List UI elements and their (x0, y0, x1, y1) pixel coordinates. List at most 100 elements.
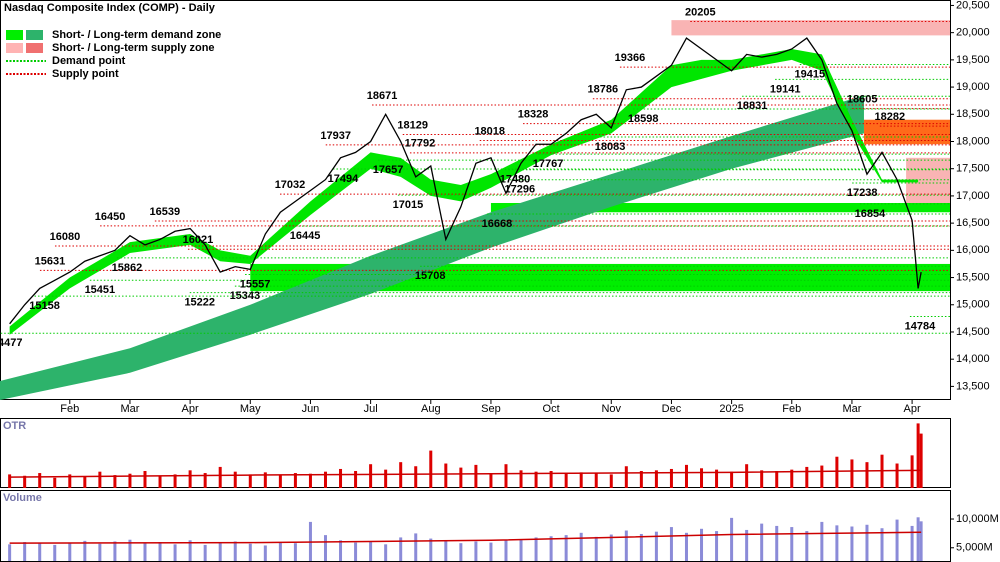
supply-label: 18671 (367, 90, 398, 102)
bar (263, 545, 267, 561)
bar (278, 542, 282, 561)
bar (248, 543, 252, 561)
bar (369, 542, 373, 561)
x-tick-label: Nov (601, 403, 621, 415)
demand-label: 17480 (500, 174, 531, 186)
demand-label: 15708 (415, 270, 446, 282)
x-tick-label: Dec (662, 403, 682, 415)
bar (188, 540, 192, 561)
bar (910, 525, 914, 561)
legend-label: Short- / Long-term demand zone (52, 29, 221, 41)
bar (308, 473, 312, 488)
demand-label: 19141 (770, 83, 801, 95)
bar (278, 475, 282, 488)
demand-label: 15557 (240, 278, 271, 290)
supply-label: 18605 (847, 93, 878, 105)
legend-label: Short- / Long-term supply zone (52, 42, 215, 54)
x-tick-label: Jul (364, 403, 378, 415)
bar (880, 528, 884, 561)
supply-label: 16450 (95, 211, 126, 223)
bar (609, 474, 613, 488)
average-line (9, 469, 922, 478)
bar (805, 466, 809, 488)
bar (895, 519, 899, 561)
x-tick-label: Mar (842, 403, 861, 415)
long-term-band (0, 95, 864, 400)
bar (916, 423, 920, 488)
bar (113, 475, 117, 488)
bar (188, 470, 192, 488)
bar (38, 543, 42, 561)
bar (639, 533, 643, 561)
x-tick-label: May (240, 403, 261, 415)
demand-label: 15451 (85, 284, 116, 296)
y-tick-label: 17,000 (956, 190, 990, 202)
supply-label: 18328 (518, 109, 549, 121)
bar (459, 543, 463, 561)
y-tick-label: 15,000 (956, 299, 990, 311)
bar (143, 471, 147, 488)
bar (113, 541, 117, 561)
bar (534, 537, 538, 561)
supply-label: 16080 (50, 231, 81, 243)
bar (919, 433, 923, 488)
x-tick-label: Mar (120, 403, 139, 415)
supply-label: 16021 (183, 234, 214, 246)
legend-label: Supply point (52, 68, 119, 80)
bar (549, 471, 553, 488)
supply-label: 15631 (35, 255, 66, 267)
zone (671, 20, 950, 36)
bar (429, 450, 433, 488)
demand-label: 17015 (393, 199, 424, 211)
bar (760, 470, 764, 488)
bar (263, 472, 267, 488)
bar (700, 468, 704, 488)
y-tick-label: 16,500 (956, 217, 990, 229)
bar (549, 536, 553, 561)
bar (730, 517, 734, 561)
y-tick-label: 13,500 (956, 380, 990, 392)
bar (233, 471, 237, 488)
panel-title: OTR (3, 420, 26, 432)
bar (519, 539, 523, 561)
bar (98, 471, 102, 488)
bar (805, 531, 809, 561)
bar (820, 465, 824, 488)
bar (594, 473, 598, 488)
bar (339, 540, 343, 561)
supply-label: 17032 (275, 179, 306, 191)
bar (919, 521, 923, 561)
bar (323, 471, 327, 488)
bar (594, 536, 598, 561)
bar (624, 466, 628, 488)
bar (98, 543, 102, 561)
demand-label: 18598 (628, 113, 659, 125)
bar (730, 471, 734, 488)
demand-label: 16668 (482, 218, 513, 230)
price-panel (0, 0, 951, 400)
bar (158, 542, 162, 561)
legend-swatch (26, 30, 43, 40)
demand-label: 19415 (795, 68, 826, 80)
x-tick-label: Jun (302, 403, 320, 415)
supply-label: 17792 (405, 138, 436, 150)
demand-label: 18831 (737, 100, 768, 112)
demand-label: 17494 (328, 173, 359, 185)
bar (23, 542, 27, 561)
bar (564, 473, 568, 488)
bar (579, 472, 583, 488)
y-tick-label: 16,000 (956, 244, 990, 256)
demand-label: 16854 (855, 208, 886, 220)
supply-label: 18282 (875, 111, 906, 123)
demand-label: 16445 (290, 230, 321, 242)
bar (790, 527, 794, 561)
bar (68, 474, 72, 488)
bar (218, 542, 222, 561)
bar (399, 462, 403, 488)
bar (504, 464, 508, 488)
y-tick-label: 17,500 (956, 163, 990, 175)
bar (474, 541, 478, 561)
bar (835, 525, 839, 561)
